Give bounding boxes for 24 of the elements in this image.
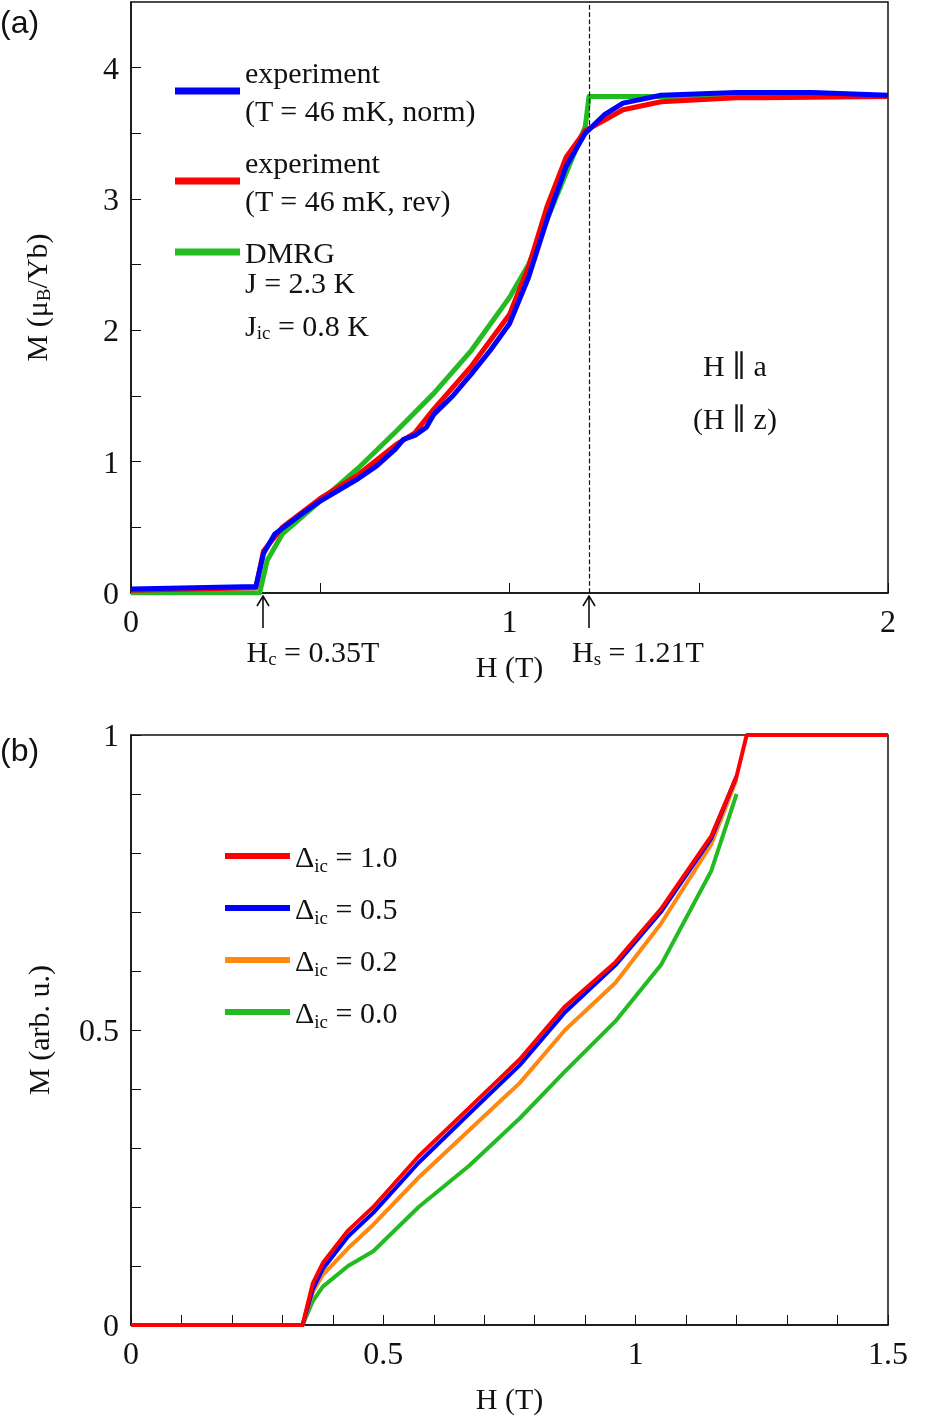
x-tick-label: 1 <box>501 603 518 639</box>
y-tick-label: 1 <box>103 717 119 753</box>
x-axis-title: H (T) <box>475 1381 544 1416</box>
y-tick-label: 2 <box>103 312 119 349</box>
annotation: H ∥ a <box>703 348 767 382</box>
y-tick-label: 0 <box>103 1307 119 1343</box>
y-axis-title: M (arb. u.) <box>21 965 56 1095</box>
y-axis-title: M (μB/Yb) <box>20 233 54 362</box>
y-tick-label: 3 <box>103 181 119 217</box>
x-tick-label: 2 <box>880 603 896 639</box>
text: (a) <box>0 4 40 40</box>
x-axis-title: H (T) <box>475 649 544 684</box>
y-tick-label: 4 <box>103 49 119 86</box>
legend-label: experiment (T = 46 mK, rev) <box>245 145 451 218</box>
y-tick-label: 0 <box>103 575 119 611</box>
y-tick-label: 0.5 <box>79 1012 119 1048</box>
line-series <box>129 733 890 1327</box>
x-tick-label: 0.5 <box>363 1335 404 1371</box>
annotation: (H ∥ z) <box>693 401 777 436</box>
y-tick-label: 1 <box>103 443 119 480</box>
x-tick-label: 1 <box>627 1335 644 1371</box>
x-tick-label: 1.5 <box>868 1335 908 1371</box>
legend-label: experiment (T = 46 mK, norm) <box>245 55 476 128</box>
text: (b) <box>0 732 40 768</box>
